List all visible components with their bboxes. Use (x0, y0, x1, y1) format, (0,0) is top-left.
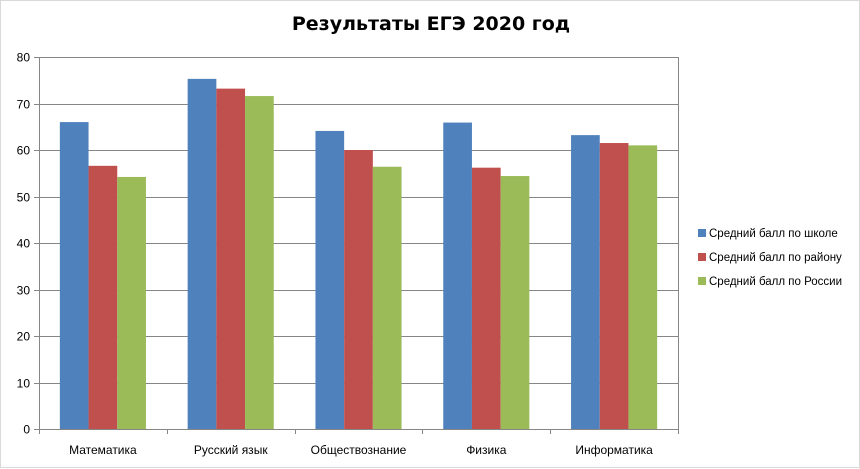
x-tick-label: Обществознание (311, 443, 407, 457)
bar (344, 150, 373, 429)
bar (599, 143, 629, 429)
bar (628, 145, 658, 429)
bar (443, 122, 472, 429)
bars (59, 78, 658, 430)
bar (500, 176, 530, 429)
x-tick-label: Математика (69, 443, 137, 457)
bar (117, 176, 146, 429)
y-tick-label: 40 (17, 237, 31, 251)
y-tick-label: 0 (23, 423, 30, 437)
y-tick-label: 80 (17, 51, 31, 65)
y-tick-label: 10 (17, 377, 31, 391)
x-tick-label: Информатика (575, 443, 653, 457)
bar (315, 130, 345, 429)
legend-label: Средний балл по району (709, 252, 842, 264)
bar (571, 135, 600, 429)
x-tick-label: Русский язык (194, 443, 268, 457)
y-tick-label: 30 (17, 284, 31, 298)
bar (59, 122, 89, 429)
y-tick-label: 70 (17, 98, 31, 112)
bar (187, 78, 217, 430)
legend-label: Средний балл по России (709, 276, 842, 288)
axes: 0 10 20 30 40 50 60 70 80 Математика Русский язык О… (17, 51, 679, 457)
chart-title: Результаты ЕГЭ 2020 год (291, 13, 571, 35)
x-tick-label: Физика (466, 443, 507, 457)
legend-label: Средний балл по школе (709, 228, 838, 240)
y-tick-label: 60 (17, 144, 31, 158)
bar (245, 96, 274, 429)
bar (216, 88, 246, 430)
legend-swatch (698, 229, 706, 237)
bar (372, 166, 402, 430)
bar (88, 165, 118, 429)
legend: Средний балл по школе Средний балл по рай… (698, 228, 842, 288)
legend-swatch (698, 253, 706, 261)
y-tick-label: 50 (17, 191, 31, 205)
y-tick-label: 20 (17, 330, 31, 344)
bar (471, 167, 501, 430)
legend-swatch (698, 277, 706, 285)
